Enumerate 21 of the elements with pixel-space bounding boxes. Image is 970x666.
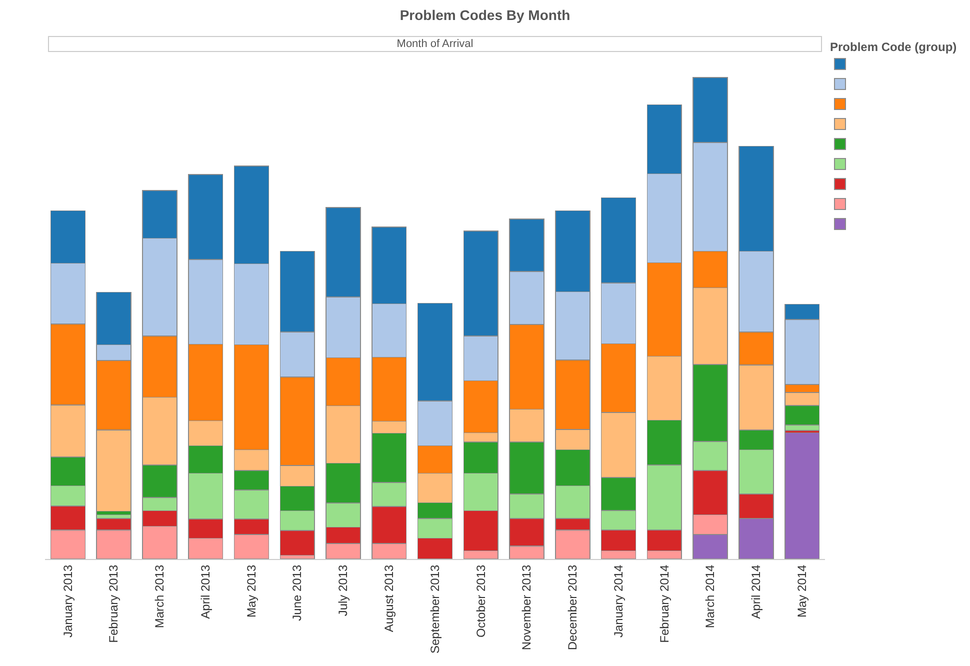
x-tick-label: May 2013 [244,564,258,618]
x-tick-label: April 2013 [198,564,212,619]
x-tick-label: July 2013 [336,564,350,616]
x-tick-label: May 2014 [794,564,809,618]
x-tick-label: June 2013 [290,564,304,621]
x-axis-title: Month of Arrival [396,38,474,50]
x-tick-label: November 2013 [520,564,534,650]
x-tick-label: March 2013 [152,564,167,628]
legend-title: Problem Code (group) [830,40,957,54]
x-tick-label: December 2013 [566,564,580,650]
x-tick-label: October 2013 [474,564,488,638]
x-tick-label: February 2014 [657,564,672,643]
x-tick-label: January 2013 [60,564,75,638]
x-tick-label: August 2013 [382,564,396,632]
x-tick-label: April 2014 [749,564,764,619]
x-tick-label: September 2013 [428,564,442,654]
bar [784,432,820,559]
x-tick-label: February 2013 [106,564,121,643]
chart-title: Problem Codes By Month [400,6,570,23]
x-tick-label: January 2014 [611,564,626,638]
x-tick-label: March 2014 [703,564,718,628]
